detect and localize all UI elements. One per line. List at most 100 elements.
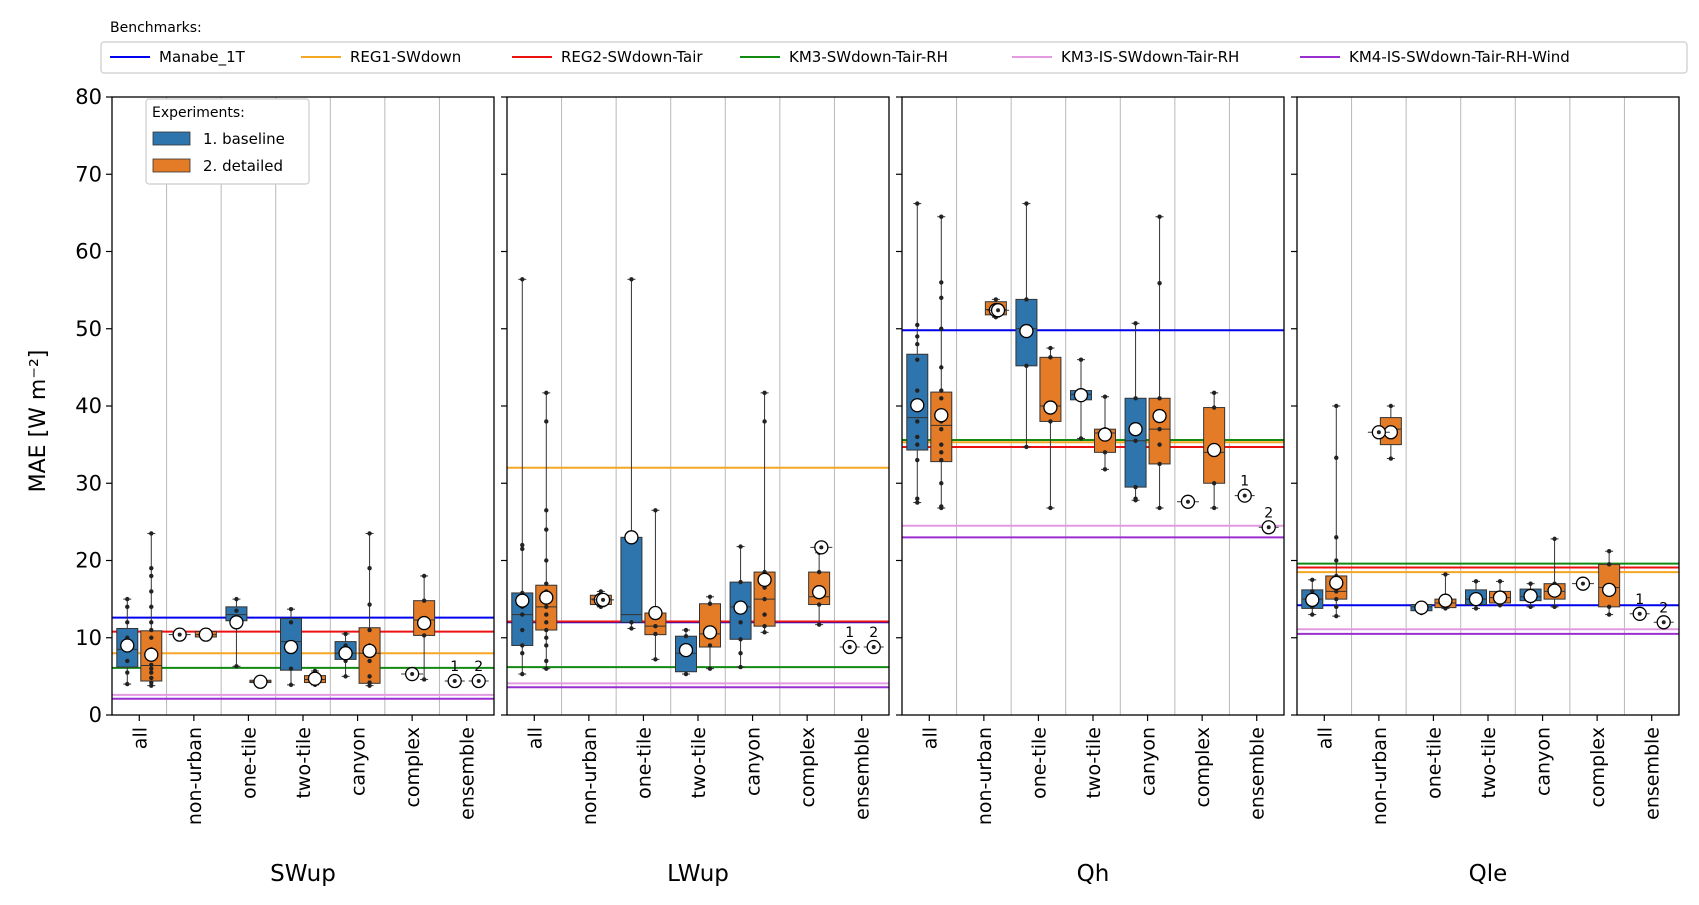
box-detailed-two-tile	[1094, 394, 1116, 472]
data-point	[1552, 536, 1557, 542]
mean-marker	[283, 639, 299, 655]
data-point	[520, 671, 525, 677]
data-point	[544, 581, 549, 586]
data-point	[629, 626, 634, 631]
benchmarks-legend: Benchmarks: Manabe_1T REG1-SWdown REG2-SWd…	[100, 20, 1688, 74]
data-point	[629, 620, 634, 625]
data-point	[544, 558, 549, 563]
data-point	[367, 531, 372, 536]
data-point	[544, 527, 549, 532]
data-point	[1528, 581, 1533, 586]
data-point	[125, 670, 130, 675]
mean-marker	[338, 646, 353, 661]
panel-title: Qle	[1469, 861, 1508, 887]
data-point	[915, 388, 920, 393]
ensemble-label: 2	[474, 659, 483, 675]
panel-Qle: 12 all non-urban one-tile two-tile canyon comp…	[1291, 96, 1680, 887]
data-point	[1473, 579, 1479, 584]
data-point	[915, 419, 920, 424]
data-point	[1528, 604, 1533, 610]
mean-marker	[1128, 422, 1143, 437]
y-tick-label: 40	[75, 394, 102, 418]
single-complex	[401, 666, 424, 682]
mean-marker	[1414, 600, 1429, 615]
data-point	[234, 664, 239, 669]
data-point	[1157, 461, 1162, 467]
data-point	[707, 601, 713, 606]
data-point	[125, 596, 130, 602]
panel-frame	[901, 96, 1285, 716]
data-point	[367, 683, 372, 688]
ensemble-point	[871, 645, 876, 650]
mean-marker	[757, 572, 772, 587]
x-tick-label: one-tile	[633, 727, 655, 799]
mean-marker	[120, 638, 135, 653]
y-tick-label: 60	[75, 240, 102, 264]
data-point	[1048, 345, 1053, 351]
box-detailed-canyon	[753, 390, 776, 635]
data-point	[544, 666, 549, 671]
box-baseline-canyon	[1124, 321, 1147, 503]
data-point	[1024, 297, 1029, 302]
data-point	[1443, 572, 1448, 577]
experiment-legend-swatch-0	[152, 131, 191, 146]
mean-marker	[1523, 588, 1538, 604]
data-point	[1334, 558, 1339, 563]
mean-marker	[198, 627, 214, 642]
benchmarks-legend-frame	[100, 41, 1688, 74]
data-point	[149, 635, 154, 640]
mean-marker	[1097, 427, 1113, 442]
ensemble-1: 1	[444, 659, 465, 689]
data-point	[1552, 604, 1557, 610]
data-point	[762, 390, 767, 396]
data-point	[1211, 390, 1217, 396]
x-tick-label: one-tile	[1028, 727, 1050, 799]
x-tick-label: non-urban	[579, 727, 601, 825]
data-point	[421, 598, 427, 603]
data-point	[1606, 604, 1612, 610]
data-point	[520, 651, 525, 656]
single-point	[1580, 581, 1585, 586]
benchmarks-legend-title: Benchmarks:	[110, 20, 202, 36]
data-point	[816, 569, 822, 575]
data-point	[707, 666, 713, 671]
mean-marker	[1152, 408, 1167, 424]
data-point	[544, 620, 549, 625]
x-tick-label: complex	[402, 727, 424, 808]
mean-marker	[624, 530, 639, 545]
box-detailed-one-tile	[249, 674, 272, 689]
data-point	[762, 612, 767, 617]
ensemble-1: 1	[1629, 592, 1650, 621]
data-point	[1102, 394, 1108, 399]
data-point	[939, 450, 944, 455]
single-non-urban	[987, 303, 1010, 318]
single-point	[177, 632, 182, 637]
data-point	[939, 457, 944, 463]
data-point	[367, 680, 372, 685]
data-point	[544, 390, 549, 396]
y-tick-label: 20	[75, 549, 102, 573]
mean-marker	[253, 674, 268, 689]
y-tick-label: 0	[89, 703, 102, 727]
data-point	[762, 419, 767, 424]
x-tick-label: one-tile	[1423, 727, 1445, 799]
data-point	[234, 608, 239, 613]
data-point	[939, 481, 944, 486]
data-point	[1388, 456, 1394, 461]
data-point	[1078, 436, 1084, 441]
box-detailed-complex	[413, 573, 436, 682]
x-tick-label: complex	[797, 727, 819, 808]
data-point	[544, 604, 549, 610]
data-point	[1388, 403, 1394, 409]
data-point	[939, 442, 944, 447]
data-point	[1157, 505, 1162, 511]
benchmark-legend-label-4: KM3-IS-SWdown-Tair-RH	[1061, 48, 1239, 66]
data-point	[1211, 505, 1217, 511]
data-point	[234, 596, 239, 602]
data-point	[544, 658, 549, 664]
mean-marker	[1492, 590, 1508, 605]
mean-marker	[1438, 593, 1453, 608]
data-point	[1133, 321, 1138, 326]
box-baseline-two-tile	[1070, 357, 1092, 441]
data-point	[762, 623, 767, 629]
